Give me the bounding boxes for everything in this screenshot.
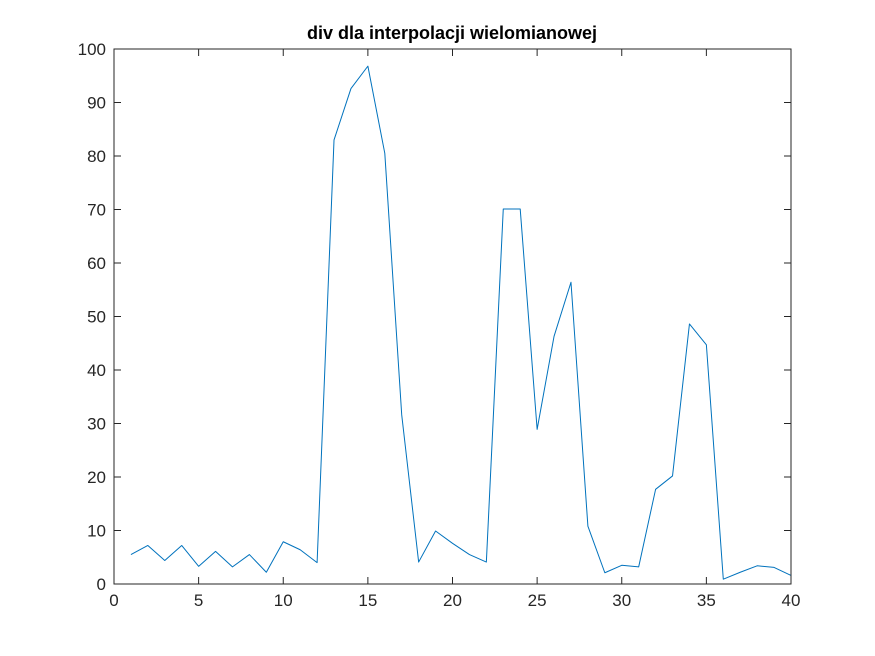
y-tick-label: 50 <box>87 308 106 327</box>
x-tick-label: 5 <box>194 591 203 610</box>
chart-title: div dla interpolacji wielomianowej <box>307 23 597 43</box>
x-tick-label: 10 <box>274 591 293 610</box>
plot-area <box>114 49 791 584</box>
y-tick-label: 100 <box>78 40 106 59</box>
y-tick-label: 60 <box>87 254 106 273</box>
x-tick-label: 25 <box>528 591 547 610</box>
y-tick-label: 0 <box>97 575 106 594</box>
y-tick-label: 80 <box>87 147 106 166</box>
x-tick-label: 0 <box>109 591 118 610</box>
x-tick-label: 15 <box>358 591 377 610</box>
y-tick-label: 20 <box>87 468 106 487</box>
x-tick-label: 30 <box>612 591 631 610</box>
y-tick-label: 40 <box>87 361 106 380</box>
x-tick-label: 20 <box>443 591 462 610</box>
y-tick-label: 70 <box>87 201 106 220</box>
x-tick-label: 40 <box>782 591 801 610</box>
x-tick-label: 35 <box>697 591 716 610</box>
series-line-0 <box>130 65 792 580</box>
ticks-layer: 0 5 10 15 20 25 30 35 40 0 10 20 30 40 50 60 70 80 90 100 <box>78 40 801 610</box>
y-tick-label: 90 <box>87 94 106 113</box>
y-tick-label: 10 <box>87 522 106 541</box>
y-tick-label: 30 <box>87 415 106 434</box>
series-layer <box>130 65 792 580</box>
